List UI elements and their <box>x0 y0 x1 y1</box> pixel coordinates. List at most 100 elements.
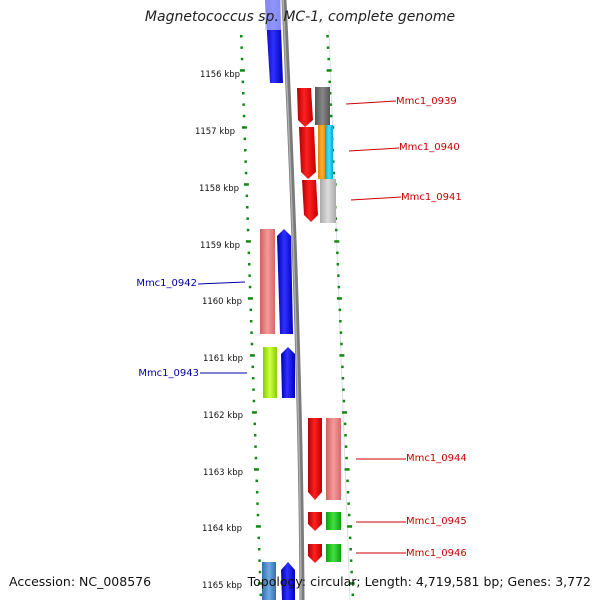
position-label: 1159 kbp <box>200 241 240 251</box>
tick-mark <box>241 126 247 129</box>
tick-mark <box>253 468 259 471</box>
tick-mark <box>250 331 253 334</box>
tick-mark <box>335 228 338 232</box>
tick-mark <box>329 103 332 106</box>
tick-mark <box>326 35 329 38</box>
tick-mark <box>251 365 254 369</box>
tick-mark <box>259 593 262 597</box>
tick-mark <box>251 377 255 380</box>
tick-mark <box>243 137 247 141</box>
gene-mmc1-0944-arrow <box>308 418 322 500</box>
tick-mark <box>342 388 345 391</box>
tick-mark <box>252 388 255 391</box>
tick-mark <box>327 57 330 61</box>
tick-mark <box>347 513 351 517</box>
tick-mark <box>336 251 339 255</box>
tick-mark <box>338 308 342 312</box>
gene-mmc1-0944-pink <box>326 418 341 500</box>
tick-mark <box>329 114 333 118</box>
tick-mark <box>240 57 244 61</box>
tick-mark <box>337 285 341 289</box>
tick-mark <box>347 525 353 528</box>
tick-mark <box>246 217 249 220</box>
tick-mark <box>349 548 352 551</box>
gene-mmc1-0945-arrow <box>308 512 322 531</box>
forward-strand-genes <box>297 87 341 563</box>
tick-mark <box>245 194 249 198</box>
tick-mark <box>241 80 245 84</box>
leader-mmc1-0942 <box>197 281 246 285</box>
tick-mark <box>247 297 253 300</box>
gene-bottom-steel <box>262 562 276 600</box>
tick-mark <box>344 468 350 471</box>
tick-mark <box>255 525 261 528</box>
tick-mark <box>349 582 355 585</box>
gene-mmc1-0942-arrow <box>277 229 293 334</box>
position-labels: 1156 kbp 1157 kbp 1158 kbp 1159 kbp 1160… <box>195 70 243 591</box>
gene-label-mmc1-0946[interactable]: Mmc1_0946 <box>406 548 467 559</box>
tick-mark <box>339 331 343 334</box>
tick-mark <box>346 479 349 483</box>
tick-mark <box>256 502 259 505</box>
tick-mark <box>346 491 350 494</box>
tick-mark <box>351 593 354 597</box>
tick-mark <box>239 69 245 72</box>
gene-label-mmc1-0944[interactable]: Mmc1_0944 <box>406 453 467 464</box>
tick-mark <box>336 263 340 266</box>
tick-mark <box>240 46 243 49</box>
label-leaders <box>197 100 406 554</box>
gene-label-mmc1-0945[interactable]: Mmc1_0945 <box>406 516 467 527</box>
tick-mark <box>258 559 261 562</box>
tick-mark <box>243 183 249 186</box>
gene-mmc1-0945-green <box>326 512 341 530</box>
tick-mark <box>244 171 248 175</box>
gene-labels: Mmc1_0939 Mmc1_0940 Mmc1_0941 Mmc1_0944 … <box>136 96 466 559</box>
tick-mark <box>251 411 257 414</box>
tick-mark <box>344 445 348 448</box>
tick-mark <box>326 46 330 49</box>
gene-mmc1-0941-lightgray <box>320 179 336 223</box>
tick-mark <box>248 285 252 289</box>
tick-mark <box>257 582 263 585</box>
tick-mark <box>240 35 243 38</box>
tick-mark <box>257 548 261 551</box>
gene-label-mmc1-0943[interactable]: Mmc1_0943 <box>138 368 199 379</box>
position-label: 1162 kbp <box>203 411 243 421</box>
tick-mark <box>328 80 331 84</box>
tick-mark <box>249 308 253 312</box>
tick-mark <box>248 274 251 277</box>
tick-mark <box>244 149 247 152</box>
tick-mark <box>337 274 340 277</box>
position-label: 1165 kbp <box>202 581 242 591</box>
tick-mark <box>255 491 259 494</box>
leader-mmc1-0941 <box>350 196 402 201</box>
gene-label-mmc1-0941[interactable]: Mmc1_0941 <box>401 192 462 203</box>
accession-label: Accession: NC_008576 <box>9 574 152 589</box>
map-title: Magnetococcus sp. MC-1, complete genome <box>144 9 456 25</box>
gene-label-mmc1-0940[interactable]: Mmc1_0940 <box>399 142 460 153</box>
tick-mark <box>339 320 342 323</box>
tick-mark <box>343 422 347 426</box>
position-label: 1156 kbp <box>200 70 240 80</box>
gene-mmc1-0946-green <box>326 544 341 562</box>
tick-mark <box>326 69 332 72</box>
gene-label-mmc1-0942[interactable]: Mmc1_0942 <box>136 278 197 289</box>
tick-mark <box>332 160 335 163</box>
tick-mark <box>246 228 250 232</box>
genome-summary: Topology: circular; Length: 4,719,581 bp… <box>247 574 591 589</box>
position-label: 1163 kbp <box>203 468 243 478</box>
tick-mark <box>250 342 254 346</box>
tick-mark <box>341 377 345 380</box>
position-label: 1161 kbp <box>203 354 243 364</box>
leader-mmc1-0939 <box>345 100 397 105</box>
tick-mark <box>328 92 332 95</box>
tick-mark <box>336 297 342 300</box>
gene-label-mmc1-0939[interactable]: Mmc1_0939 <box>396 96 457 107</box>
position-label: 1164 kbp <box>202 524 242 534</box>
reverse-strand-genes <box>260 0 295 600</box>
gene-mmc1-0942-pink <box>260 229 275 334</box>
tick-mark <box>245 240 251 243</box>
tick-mark <box>258 570 262 574</box>
position-label: 1157 kbp <box>195 127 235 137</box>
gene-mmc1-0943-lime <box>263 347 277 398</box>
